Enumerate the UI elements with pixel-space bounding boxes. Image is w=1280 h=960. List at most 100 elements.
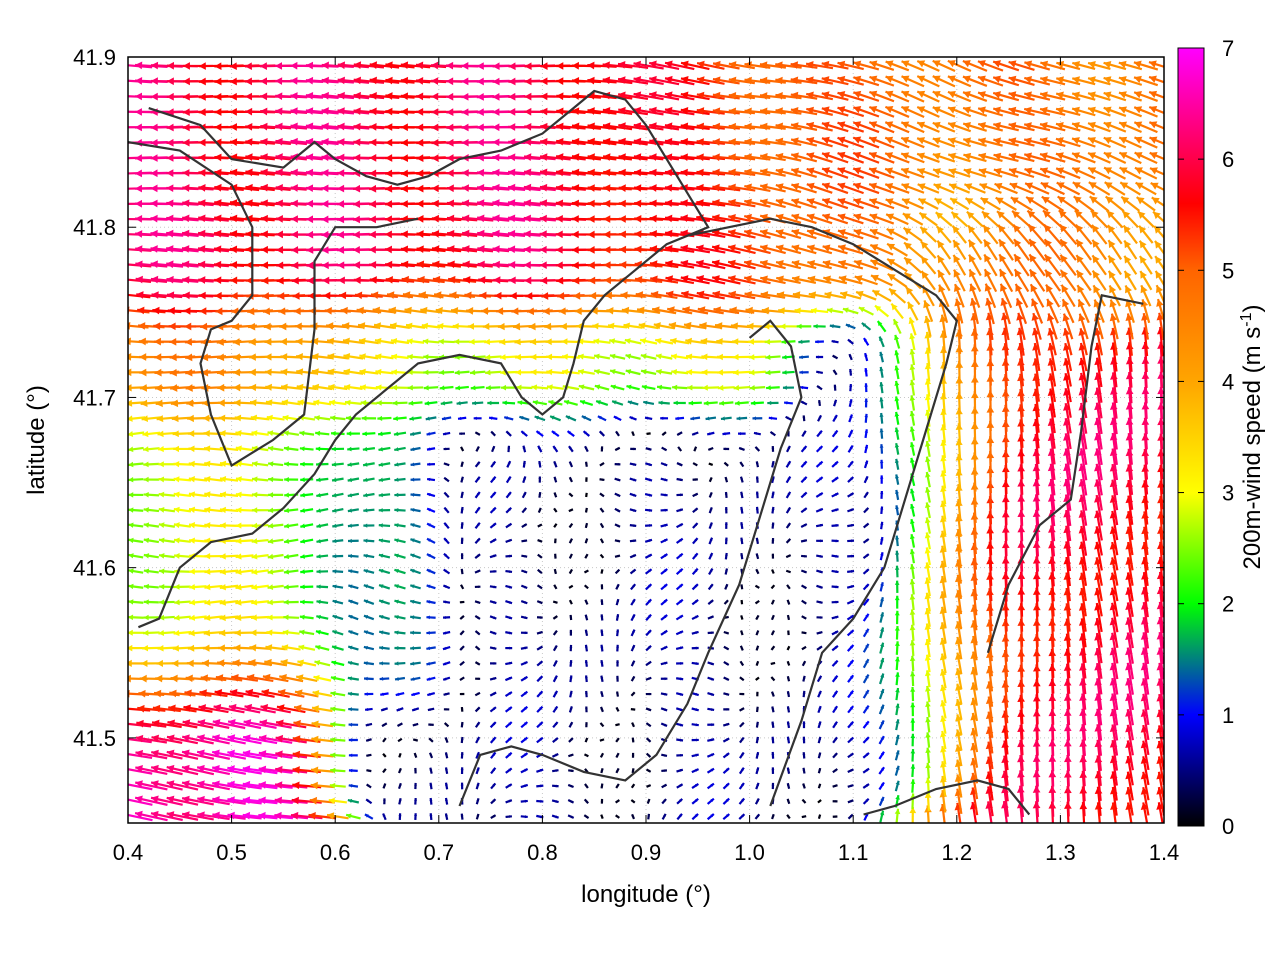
wind-arrow bbox=[919, 226, 937, 243]
wind-arrow bbox=[143, 476, 160, 483]
wind-arrow bbox=[426, 492, 436, 498]
wind-arrow bbox=[862, 767, 870, 774]
wind-arrow bbox=[219, 599, 239, 606]
wind-arrow bbox=[362, 431, 376, 437]
wind-arrow bbox=[909, 395, 916, 411]
wind-arrow bbox=[443, 506, 450, 514]
wind-arrow bbox=[374, 337, 395, 345]
wind-arrow bbox=[847, 674, 855, 683]
wind-arrow bbox=[909, 640, 916, 657]
wind-arrow bbox=[966, 210, 984, 228]
wind-arrow bbox=[363, 492, 375, 498]
wind-arrow bbox=[633, 60, 664, 70]
wind-arrow bbox=[641, 384, 656, 391]
wind-arrow bbox=[831, 690, 839, 698]
wind-arrow bbox=[426, 676, 436, 681]
wind-arrow bbox=[552, 600, 558, 604]
wind-arrow bbox=[398, 813, 402, 821]
wind-arrow bbox=[847, 338, 854, 345]
wind-arrow bbox=[143, 553, 159, 559]
wind-arrow bbox=[755, 553, 760, 560]
wind-arrow bbox=[327, 352, 349, 361]
wind-arrow bbox=[181, 749, 215, 760]
wind-arrow bbox=[353, 61, 385, 69]
wind-arrow bbox=[300, 508, 314, 513]
wind-arrow bbox=[446, 229, 478, 238]
colorbar-label-main: 200m-wind speed (m s bbox=[1239, 327, 1266, 570]
wind-arrow bbox=[539, 153, 571, 161]
wind-arrow bbox=[337, 91, 370, 100]
wind-arrow bbox=[251, 553, 269, 560]
wind-arrow bbox=[831, 630, 839, 636]
wind-arrow bbox=[644, 462, 653, 467]
wind-arrow bbox=[426, 537, 436, 544]
wind-arrow bbox=[771, 445, 775, 452]
wind-arrow bbox=[359, 368, 379, 376]
wind-arrow bbox=[530, 369, 550, 376]
wind-arrow bbox=[553, 523, 558, 528]
wind-arrow bbox=[520, 815, 528, 819]
wind-arrow bbox=[520, 599, 528, 605]
wind-arrow bbox=[283, 569, 299, 575]
wind-arrow bbox=[475, 798, 480, 805]
wind-arrow bbox=[831, 508, 839, 513]
wind-arrow bbox=[377, 415, 392, 421]
wind-arrow bbox=[593, 353, 611, 360]
wind-arrow bbox=[664, 214, 695, 223]
wind-arrow bbox=[614, 492, 621, 498]
y-tick-label: 41.5 bbox=[73, 726, 116, 751]
x-tick-label: 1.1 bbox=[838, 840, 869, 865]
wind-arrow bbox=[260, 168, 291, 177]
wind-arrow bbox=[423, 385, 439, 391]
wind-arrow bbox=[521, 554, 528, 558]
wind-arrow bbox=[691, 797, 699, 805]
wind-arrow bbox=[235, 568, 254, 576]
wind-arrow bbox=[347, 798, 360, 804]
wind-arrow bbox=[925, 732, 931, 748]
wind-arrow bbox=[347, 538, 359, 543]
wind-arrow bbox=[554, 553, 557, 559]
wind-arrow bbox=[181, 811, 214, 821]
wind-arrow bbox=[378, 523, 391, 528]
wind-arrow bbox=[802, 783, 806, 789]
wind-arrow bbox=[661, 783, 668, 789]
wind-arrow bbox=[571, 107, 602, 116]
wind-arrow bbox=[219, 460, 239, 468]
wind-arrow bbox=[219, 614, 239, 622]
wind-arrow bbox=[141, 415, 162, 423]
wind-arrow bbox=[577, 368, 595, 375]
wind-arrow bbox=[474, 553, 481, 559]
wind-arrow bbox=[428, 723, 434, 726]
wind-arrow bbox=[348, 783, 359, 788]
wind-arrow bbox=[158, 461, 176, 468]
wind-arrow bbox=[765, 369, 781, 376]
wind-arrow bbox=[219, 445, 239, 452]
wind-arrow bbox=[724, 537, 728, 545]
wind-arrow bbox=[650, 290, 678, 299]
wind-arrow bbox=[568, 461, 574, 468]
wind-arrow bbox=[330, 675, 345, 682]
wind-arrow bbox=[128, 263, 152, 268]
wind-arrow bbox=[227, 780, 262, 790]
wind-arrow bbox=[722, 737, 730, 743]
wind-arrow bbox=[894, 474, 900, 485]
wind-arrow bbox=[363, 676, 374, 681]
wind-arrow bbox=[786, 599, 791, 605]
wind-arrow bbox=[413, 752, 418, 759]
wind-arrow bbox=[173, 460, 192, 468]
wind-arrow bbox=[864, 429, 869, 439]
wind-arrow bbox=[219, 553, 239, 560]
wind-arrow bbox=[692, 462, 698, 467]
wind-arrow bbox=[909, 503, 916, 517]
wind-arrow bbox=[343, 353, 364, 360]
wind-arrow bbox=[664, 153, 695, 161]
wind-arrow bbox=[676, 722, 684, 727]
wind-arrow bbox=[143, 614, 160, 621]
wind-arrow bbox=[664, 184, 695, 192]
wind-arrow bbox=[426, 431, 436, 436]
wind-arrow bbox=[551, 814, 559, 819]
wind-arrow bbox=[571, 122, 602, 131]
wind-arrow bbox=[815, 445, 824, 453]
wind-arrow bbox=[569, 614, 573, 621]
wind-arrow bbox=[706, 767, 715, 774]
